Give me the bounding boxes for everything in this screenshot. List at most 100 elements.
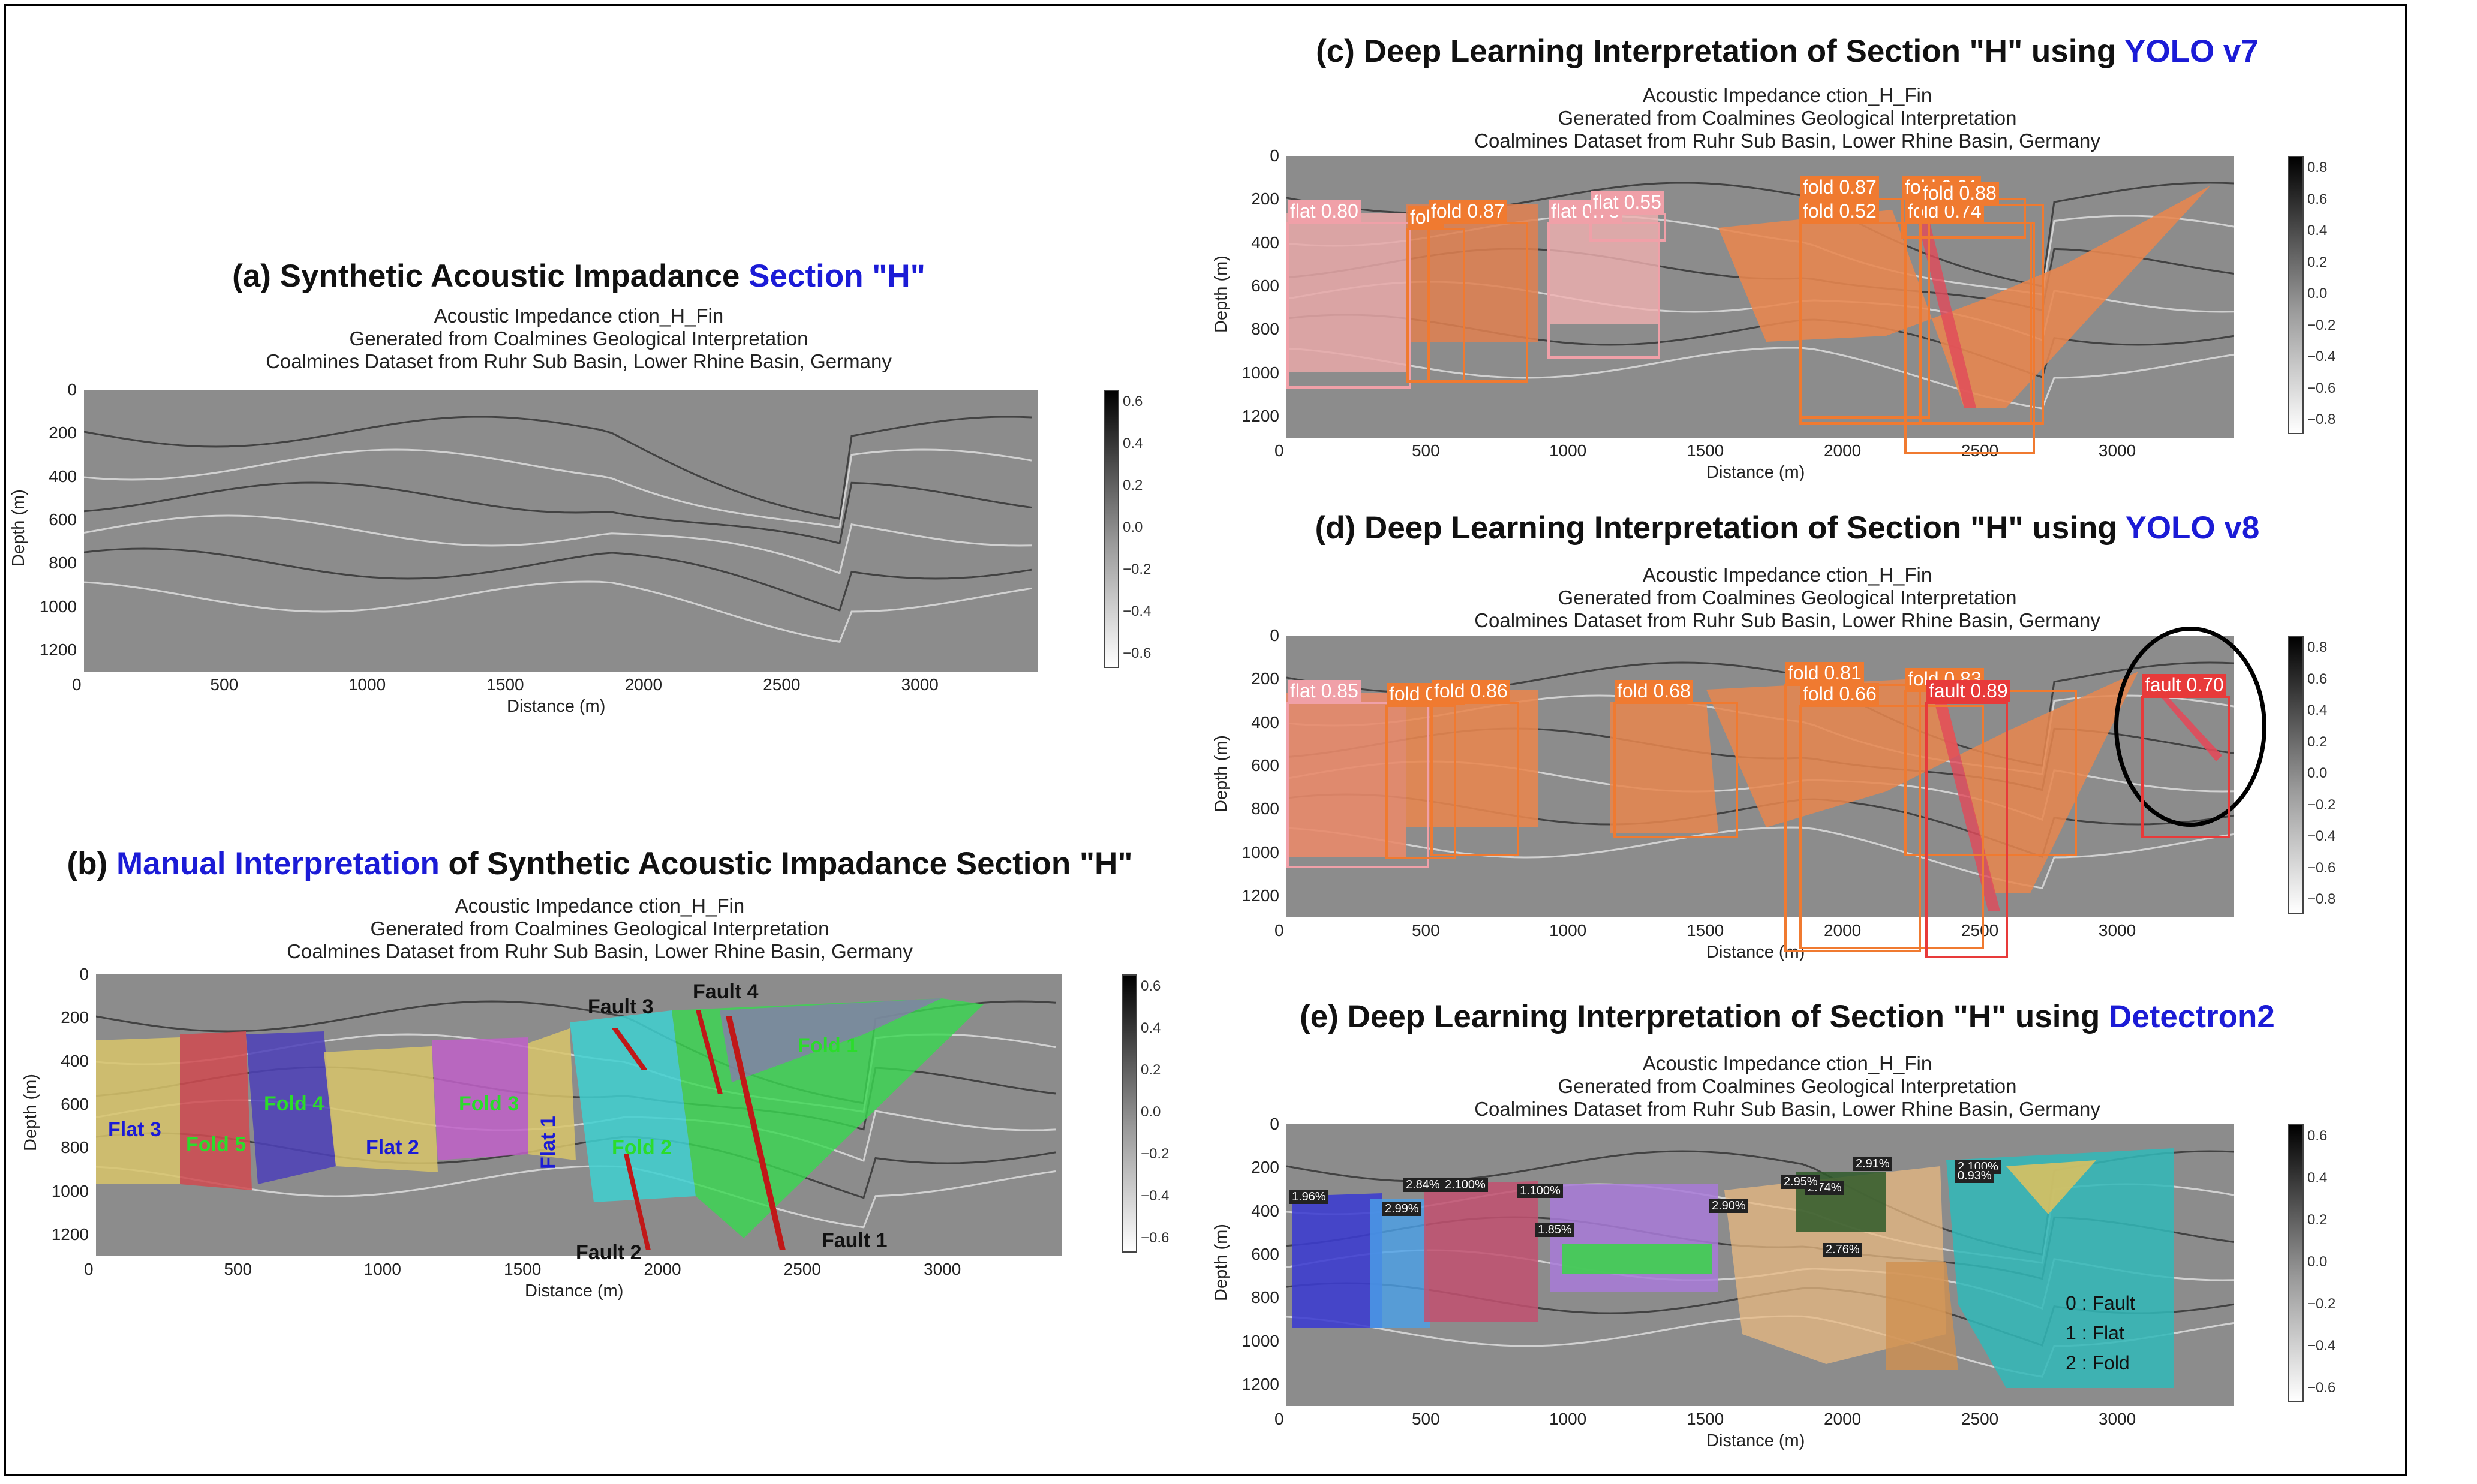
colorbar-tick: 0.2 <box>1123 477 1143 493</box>
segment-label: 2.84% <box>1403 1178 1442 1192</box>
colorbar-tick: −0.6 <box>2307 859 2336 876</box>
y-tick-label: 800 <box>1251 799 1279 818</box>
x-tick-label: 1500 <box>504 1260 542 1278</box>
fault-2-shape <box>624 1154 651 1250</box>
y-tick-label: 200 <box>49 423 77 443</box>
segment-label: 0.93% <box>1955 1169 1994 1183</box>
x-tick-label: 2500 <box>1961 921 1999 940</box>
subtitle-3: Coalmines Dataset from Ruhr Sub Basin, L… <box>1474 609 2100 631</box>
subtitle-2: Generated from Coalmines Geological Inte… <box>1558 107 2017 129</box>
x-axis-label: Distance (m) <box>1706 943 1805 962</box>
y-tick-label: 1200 <box>1241 886 1279 905</box>
subtitle-3: Coalmines Dataset from Ruhr Sub Basin, L… <box>1474 130 2100 152</box>
y-tick-label: 400 <box>1251 712 1279 732</box>
region-fold-3 <box>432 1037 528 1160</box>
subtitle-2: Generated from Coalmines Geological Inte… <box>349 327 808 350</box>
subtitle-3: Coalmines Dataset from Ruhr Sub Basin, L… <box>1474 1098 2100 1120</box>
panel-a: (a) Synthetic Acoustic Impadance Section… <box>9 252 1151 720</box>
x-axis-label: Distance (m) <box>525 1281 624 1301</box>
colorbar-tick: 0.8 <box>2307 639 2328 655</box>
subtitle-1: Acoustic Impedance ction_H_Fin <box>455 895 745 917</box>
subtitle-1: Acoustic Impedance ction_H_Fin <box>1642 1052 1932 1074</box>
detection-box <box>1904 222 2035 454</box>
segment-label: 2.76% <box>1823 1243 1862 1257</box>
colorbar <box>2288 1124 2304 1402</box>
detection-label: flat 0.80 <box>1288 200 1361 222</box>
fault-4-shape <box>696 1010 723 1094</box>
x-tick-label: 3000 <box>2098 921 2136 940</box>
detection-label: fold 0.87 <box>1429 200 1507 222</box>
region-fold-2 <box>570 1010 696 1202</box>
colorbar-tick: −0.2 <box>1123 561 1152 577</box>
y-tick-label: 400 <box>1251 1201 1279 1220</box>
y-tick-label: 200 <box>1251 669 1279 688</box>
x-tick-label: 500 <box>1411 1410 1440 1428</box>
y-axis-label: Depth (m) <box>9 489 28 567</box>
subtitle-1: Acoustic Impedance ction_H_Fin <box>1642 84 1932 106</box>
y-tick-label: 200 <box>1251 189 1279 209</box>
y-tick-label: 200 <box>1251 1158 1279 1177</box>
y-axis-label: Depth (m) <box>1212 1224 1231 1301</box>
detectron-legend-1: 1 : Flat <box>2066 1322 2124 1344</box>
colorbar-tick: 0.4 <box>2307 1170 2328 1186</box>
subtitle-1: Acoustic Impedance ction_H_Fin <box>434 305 724 327</box>
fold-mask-1 <box>1370 1199 1430 1328</box>
colorbar-tick: 0.6 <box>2307 670 2328 687</box>
detection-box <box>1925 702 2008 958</box>
label-flat-1: Flat 1 <box>537 1116 560 1169</box>
subtitle-2: Generated from Coalmines Geological Inte… <box>1558 1075 2017 1097</box>
colorbar-tick: 0.4 <box>2307 222 2328 239</box>
fold-mask-2 <box>1610 702 1718 833</box>
title-highlight: YOLO v7 <box>2124 34 2259 69</box>
region-flat-1 <box>528 1028 576 1160</box>
colorbar-tick: 0.0 <box>2307 285 2328 302</box>
x-tick-label: 2000 <box>1823 441 1862 460</box>
y-tick-label: 400 <box>49 466 77 486</box>
colorbar-tick: 0.2 <box>1141 1062 1161 1078</box>
title-text: (d) Deep Learning Interpretation of Sect… <box>1315 510 2126 546</box>
x-tick-label: 0 <box>72 675 82 694</box>
title-text-post: of Synthetic Acoustic Impadance Section … <box>439 846 1133 881</box>
region-fold-4 <box>246 1031 336 1184</box>
seismic-plot <box>84 390 1038 672</box>
x-tick-label: 500 <box>224 1260 252 1278</box>
title-highlight: Manual Interpretation <box>116 846 440 881</box>
title-text: (a) Synthetic Acoustic Impadance <box>232 258 749 294</box>
colorbar-tick: 0.2 <box>2307 1212 2328 1228</box>
detection-box <box>1430 702 1519 856</box>
x-tick-label: 1500 <box>1686 1410 1724 1428</box>
y-tick-label: 1200 <box>1241 1374 1279 1393</box>
seismic-plot <box>1286 156 2234 438</box>
y-axis-label: Depth (m) <box>1212 255 1231 333</box>
y-tick-label: 1200 <box>1241 406 1279 425</box>
region-fold-1-top <box>720 998 942 1082</box>
panel-b: (b) Manual Interpretation of Synthetic A… <box>12 845 1188 1319</box>
title-highlight: YOLO v8 <box>2125 510 2260 546</box>
seismic-plot <box>96 974 1062 1256</box>
y-tick-label: 1200 <box>39 640 77 659</box>
colorbar <box>2288 636 2304 914</box>
x-tick-label: 3000 <box>901 675 939 694</box>
fold-mask-3 <box>1706 672 2138 893</box>
x-tick-label: 2000 <box>644 1260 681 1278</box>
colorbar-tick: −0.2 <box>2307 796 2336 813</box>
label-flat-2: Flat 2 <box>366 1136 419 1159</box>
colorbar-tick: −0.6 <box>1141 1230 1170 1246</box>
y-tick-label: 800 <box>1251 1288 1279 1307</box>
colorbar-tick: −0.2 <box>1141 1146 1170 1162</box>
colorbar-tick: 0.8 <box>2307 159 2328 176</box>
x-tick-label: 2000 <box>1823 921 1862 940</box>
flat-mask-1 <box>1286 693 1406 857</box>
title-text: (c) Deep Learning Interpretation of Sect… <box>1316 34 2125 69</box>
x-axis-label: Distance (m) <box>1706 463 1805 482</box>
label-fault-3: Fault 3 <box>588 995 654 1018</box>
colorbar-tick: −0.8 <box>2307 411 2336 428</box>
fold-mask-1 <box>1406 204 1538 342</box>
title-highlight: Detectron2 <box>2109 999 2275 1034</box>
detection-label: flat 0.55 <box>1591 191 1664 213</box>
flat-mask-3 <box>1562 1244 1712 1274</box>
segment-label: 2.99% <box>1382 1202 1421 1216</box>
y-tick-label: 1000 <box>1241 363 1279 382</box>
segment-label: 2.95% <box>1781 1175 1820 1189</box>
segment-label: 2.90% <box>1709 1199 1748 1213</box>
